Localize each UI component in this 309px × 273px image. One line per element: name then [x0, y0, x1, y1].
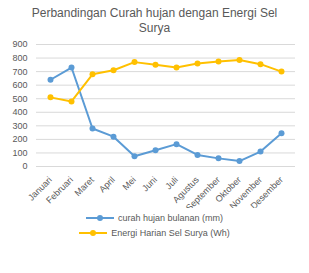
svg-text:700: 700 — [12, 66, 27, 76]
svg-text:100: 100 — [12, 148, 27, 158]
svg-text:Februari: Februari — [44, 175, 75, 206]
svg-text:Januari: Januari — [26, 174, 54, 203]
svg-text:800: 800 — [12, 53, 27, 63]
html-text:Perbandingan Curah hujan denga: Perbandingan Curah hujan dengan Energi S… — [31, 6, 278, 35]
svg-text:September: September — [184, 175, 222, 208]
svg-text:Oktober: Oktober — [213, 174, 243, 205]
svg-text:Juni: Juni — [140, 175, 159, 194]
svg-text:400: 400 — [12, 107, 27, 117]
html-text:curah hujan bulanan (mm): curah hujan bulanan (mm) — [118, 212, 223, 223]
svg-text:Desember: Desember — [249, 175, 285, 208]
svg-text:300: 300 — [12, 121, 27, 131]
svg-text:Maret: Maret — [73, 174, 97, 198]
html-text:Energi Harian Sel Surya (Wh): Energi Harian Sel Surya (Wh) — [111, 227, 230, 238]
svg-text:500: 500 — [12, 94, 27, 104]
svg-text:900: 900 — [12, 39, 27, 49]
svg-text:April: April — [97, 175, 117, 195]
svg-text:600: 600 — [12, 80, 27, 90]
svg-text:Juli: Juli — [163, 175, 180, 192]
svg-text:Agustus: Agustus — [170, 174, 201, 205]
svg-text:0: 0 — [22, 161, 27, 171]
svg-text:200: 200 — [12, 134, 27, 144]
svg-text:Mei: Mei — [121, 175, 138, 192]
